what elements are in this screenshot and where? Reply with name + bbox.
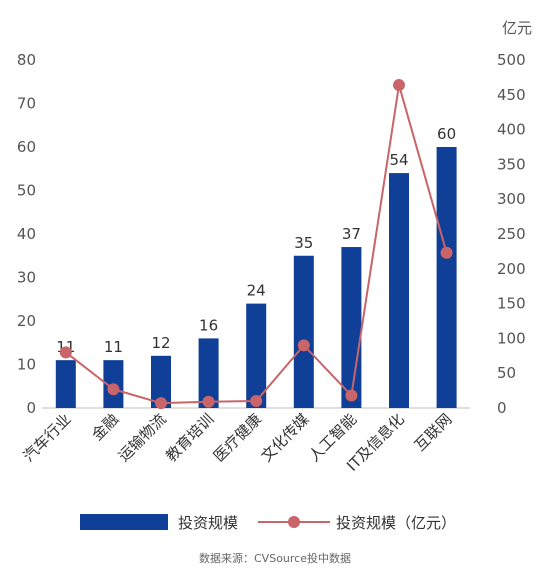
legend: 投资规模 投资规模（亿元） <box>80 514 456 532</box>
line-marker <box>59 346 72 359</box>
left-y-tick-label: 30 <box>17 269 36 287</box>
category-label: 医疗健康 <box>210 410 265 465</box>
bar-data-label: 60 <box>437 125 456 143</box>
left-y-tick-label: 50 <box>17 182 36 200</box>
bar-data-label: 16 <box>199 316 218 334</box>
legend-line-label: 投资规模（亿元） <box>336 514 456 532</box>
bar-data-labels: 111112162435375460 <box>56 125 456 356</box>
bar-data-label: 37 <box>342 225 361 243</box>
right-y-tick-label: 100 <box>497 329 526 347</box>
bar-data-label: 11 <box>104 338 123 356</box>
left-y-axis: 0 10 20 30 40 50 60 70 80 <box>17 51 36 417</box>
right-y-tick-label: 400 <box>497 121 526 139</box>
legend-line-marker <box>288 516 300 528</box>
line-marker <box>297 339 310 352</box>
bar <box>436 147 457 408</box>
legend-bar-label: 投资规模 <box>178 514 238 532</box>
category-label: 运输物流 <box>115 410 170 465</box>
right-y-tick-label: 50 <box>497 364 516 382</box>
bar <box>293 255 314 408</box>
right-y-tick-label: 450 <box>497 86 526 104</box>
bar <box>341 247 362 408</box>
left-y-tick-label: 60 <box>17 138 36 156</box>
right-y-tick-label: 500 <box>497 51 526 69</box>
bar <box>389 173 409 408</box>
bar-data-label: 24 <box>247 282 266 300</box>
line-series <box>59 79 453 410</box>
category-label: 金融 <box>88 410 122 444</box>
right-y-axis: 亿元 0 50 100 150 200 250 300 350 400 450 500 <box>497 19 532 417</box>
line-marker <box>107 383 120 396</box>
bar-data-label: 35 <box>294 234 313 252</box>
right-y-tick-label: 350 <box>497 155 526 173</box>
right-y-tick-label: 150 <box>497 295 526 313</box>
bar-data-label: 54 <box>389 151 408 169</box>
bar-series <box>55 147 457 408</box>
legend-bar-swatch <box>80 514 168 530</box>
bar <box>151 355 171 408</box>
right-y-tick-label: 200 <box>497 260 526 278</box>
category-label: 教育培训 <box>162 410 217 465</box>
line-marker <box>250 395 263 408</box>
bar <box>246 303 267 408</box>
line-marker <box>345 389 358 402</box>
bar-data-label: 12 <box>151 334 170 352</box>
category-label: 互联网 <box>411 410 456 455</box>
category-label: 汽车行业 <box>19 410 74 465</box>
bar <box>198 338 219 408</box>
left-y-tick-label: 10 <box>17 356 36 374</box>
left-y-tick-label: 80 <box>17 51 36 69</box>
source-note: 数据来源：CVSource投中数据 <box>199 551 351 565</box>
right-axis-unit: 亿元 <box>502 19 532 37</box>
left-y-tick-label: 40 <box>17 225 36 243</box>
right-y-tick-label: 300 <box>497 190 526 208</box>
line-marker <box>440 246 453 259</box>
left-y-tick-label: 70 <box>17 95 36 113</box>
bar <box>55 360 76 408</box>
left-y-tick-label: 0 <box>26 399 36 417</box>
category-label: 文化传媒 <box>257 410 312 465</box>
right-y-tick-label: 250 <box>497 225 526 243</box>
line-marker <box>155 397 167 410</box>
right-y-tick-label: 0 <box>497 399 507 417</box>
line-marker <box>202 395 215 408</box>
left-y-tick-label: 20 <box>17 312 36 330</box>
line-marker <box>393 79 405 92</box>
